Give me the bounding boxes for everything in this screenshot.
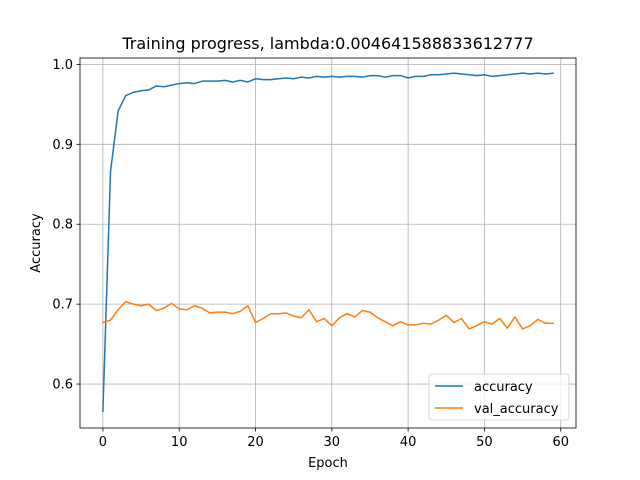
x-tick-label: 50 <box>476 435 493 450</box>
legend: accuracy val_accuracy <box>428 373 570 421</box>
axis-ticks: 0 10 20 30 40 50 60 0.6 0.7 0.8 0.9 1.0 <box>52 58 569 450</box>
chart-title: Training progress, lambda:0.004641588833… <box>121 34 533 53</box>
series-layer <box>101 72 554 412</box>
x-tick-label: 60 <box>552 435 569 450</box>
x-tick-label: 20 <box>247 435 264 450</box>
legend-box <box>428 373 570 421</box>
x-tick-label: 0 <box>99 435 107 450</box>
series-line-accuracy <box>102 72 554 412</box>
y-tick-label: 0.8 <box>52 218 73 233</box>
x-tick-label: 30 <box>324 435 341 450</box>
grid <box>80 58 576 428</box>
x-axis-label: Epoch <box>308 456 348 471</box>
y-axis-label: Accuracy <box>29 213 44 273</box>
x-tick-label: 10 <box>171 435 188 450</box>
legend-label-val-accuracy: val_accuracy <box>474 402 559 417</box>
y-tick-label: 1.0 <box>52 58 73 73</box>
x-tick-label: 40 <box>400 435 417 450</box>
y-tick-label: 0.6 <box>52 378 73 393</box>
legend-label-accuracy: accuracy <box>474 380 533 395</box>
series-line-val-accuracy <box>101 300 554 330</box>
y-tick-label: 0.7 <box>52 298 73 313</box>
plot-frame <box>79 57 577 429</box>
y-tick-label: 0.9 <box>52 138 73 153</box>
